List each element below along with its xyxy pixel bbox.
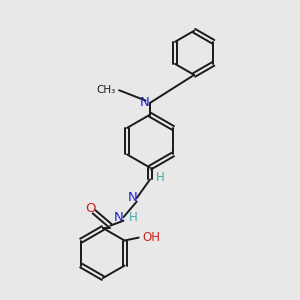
Text: O: O <box>85 202 96 215</box>
Text: CH₃: CH₃ <box>96 85 115 94</box>
Text: H: H <box>156 172 165 184</box>
Text: OH: OH <box>142 231 160 244</box>
Text: N: N <box>114 211 124 224</box>
Text: H: H <box>128 211 137 224</box>
Text: N: N <box>128 191 137 205</box>
Text: N: N <box>140 96 150 109</box>
